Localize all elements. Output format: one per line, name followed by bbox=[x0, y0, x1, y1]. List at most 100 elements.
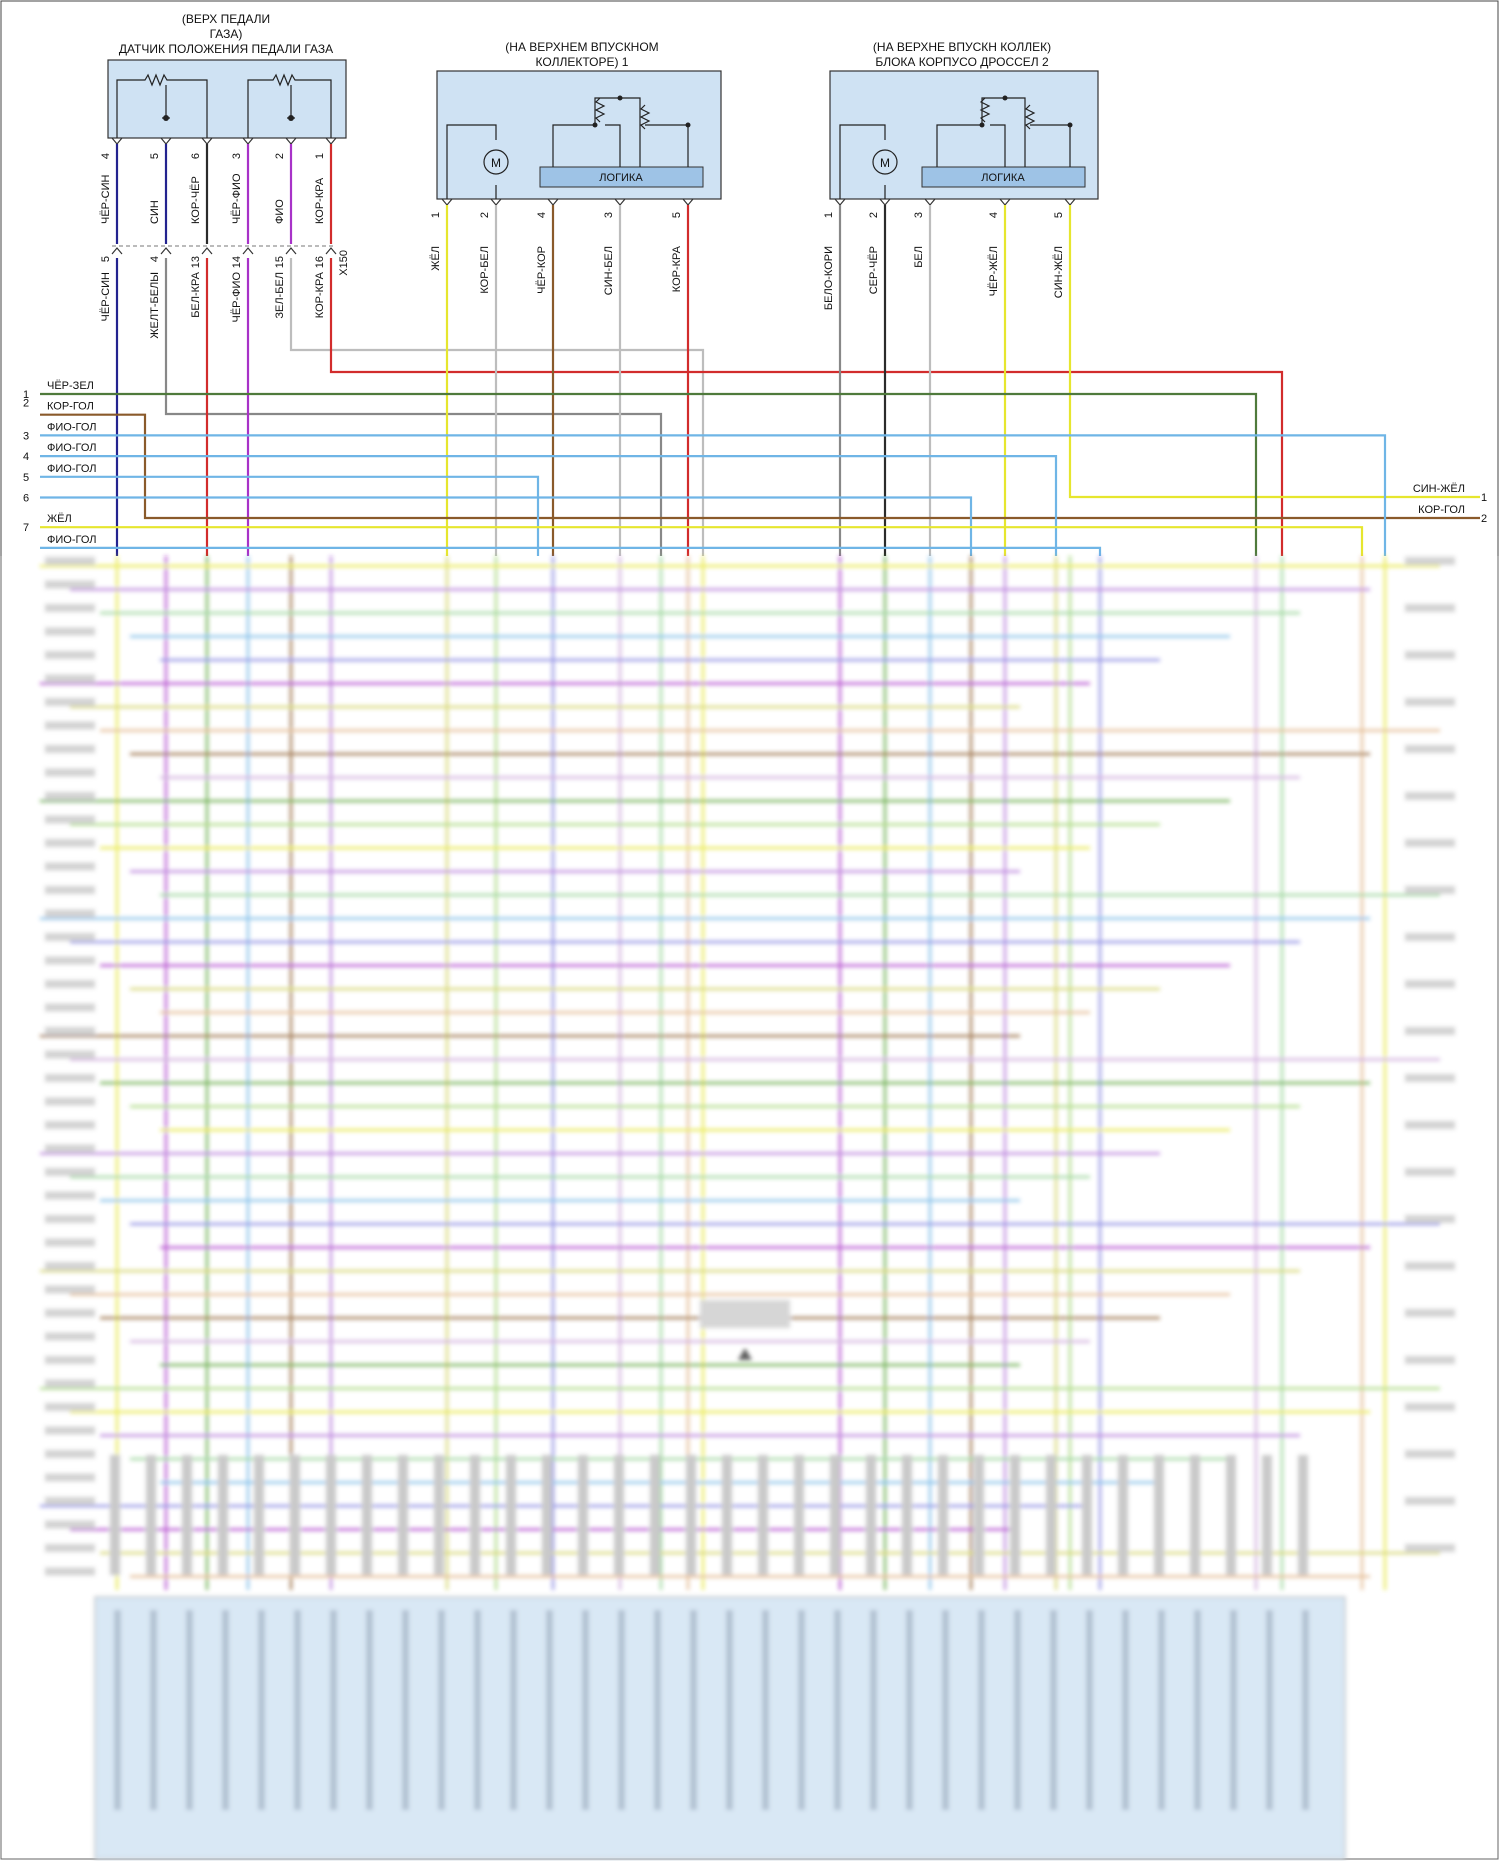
x150-pin-number: 4 bbox=[149, 256, 161, 262]
pedal-wire-label-top: ЧЁР-СИН bbox=[100, 174, 112, 224]
obscured-ecm-text bbox=[618, 1610, 625, 1810]
obscured-ecm-text bbox=[726, 1610, 733, 1810]
obscured-ecm-text bbox=[1086, 1610, 1093, 1810]
logic-label: ЛОГИКА bbox=[599, 172, 643, 184]
throttle2-pin-number: 2 bbox=[868, 212, 880, 218]
pedal-wire-label-bottom: БЕЛ-КРА bbox=[190, 271, 202, 317]
connector-x150-terminal bbox=[160, 247, 172, 255]
pedal-pins: 4ЧЁР-СИН5ЧЁР-СИН5СИН4ЖЕЛТ-БЕЛЫ6КОР-ЧЁР13… bbox=[100, 137, 350, 339]
obscured-ecm-text bbox=[798, 1610, 805, 1810]
obscured-label-block bbox=[45, 580, 95, 589]
obscured-label-block bbox=[45, 604, 95, 612]
pedal-pot-2-node bbox=[288, 115, 294, 121]
ecm-module-box bbox=[94, 1596, 1346, 1860]
obscured-label-block bbox=[1405, 980, 1455, 988]
obscured-label-block bbox=[45, 886, 95, 894]
obscured-label-block bbox=[1405, 1168, 1455, 1176]
left-connector-wire-label: ФИО-ГОЛ bbox=[47, 421, 96, 433]
pedal-wire-label-bottom: КОР-КРА bbox=[314, 271, 326, 318]
throttle1-node-3 bbox=[685, 122, 691, 128]
obscured-label-block bbox=[45, 933, 95, 941]
obscured-ecm-text bbox=[582, 1610, 589, 1810]
pedal-wire-label-bottom: ЧЁР-СИН bbox=[100, 272, 112, 322]
throttle2-wire-label: БЕЛО-КОРИ bbox=[823, 246, 835, 310]
left-connector-pin: 7 bbox=[23, 522, 29, 534]
throttle2-pin-number: 1 bbox=[823, 212, 835, 218]
obscured-pin-label bbox=[974, 1455, 984, 1575]
obscured-ecm-text bbox=[906, 1610, 913, 1810]
throttle1-wire-label: ЧЁР-КОР bbox=[536, 246, 548, 294]
x150-connector-name: X150 bbox=[338, 250, 350, 276]
left-connector-wire bbox=[40, 475, 540, 556]
obscured-pin-label bbox=[398, 1455, 408, 1575]
x150-pin-number: 16 bbox=[314, 256, 326, 268]
left-connector-wire bbox=[40, 392, 1258, 556]
motor-label: M bbox=[880, 156, 890, 170]
obscured-ecm-text bbox=[654, 1610, 661, 1810]
pedal-sensor-box bbox=[107, 59, 347, 139]
throttle2-wire-label: БЕЛ bbox=[913, 246, 925, 268]
connector-x150-terminal bbox=[111, 247, 123, 255]
obscured-label-block bbox=[45, 557, 95, 565]
obscured-pin-label bbox=[686, 1455, 696, 1575]
throttle-body-2: (НА ВЕРХНЕ ВПУСКН КОЛЛЕК) БЛОКА КОРПУСО … bbox=[823, 40, 1099, 310]
obscured-label-block bbox=[45, 721, 95, 730]
obscured-pin-label bbox=[578, 1455, 588, 1575]
pedal-wire-label-bottom: ЖЕЛТ-БЕЛЫ bbox=[149, 272, 161, 339]
obscured-pin-label bbox=[434, 1455, 444, 1575]
connector-x150-terminal bbox=[325, 247, 337, 255]
pedal-pin-number: 6 bbox=[190, 153, 202, 159]
obscured-pin-label bbox=[830, 1455, 840, 1575]
obscured-pin-label bbox=[1298, 1455, 1308, 1575]
throttle1-pin-number: 4 bbox=[536, 212, 548, 218]
obscured-ecm-text bbox=[978, 1610, 985, 1810]
throttle2-node-3 bbox=[1067, 122, 1073, 128]
pedal-wire-label-top: ЧЁР-ФИО bbox=[231, 173, 243, 224]
obscured-ecm-text bbox=[942, 1610, 949, 1810]
obscured-ecm-text bbox=[294, 1610, 301, 1810]
obscured-label-block bbox=[1405, 1121, 1455, 1129]
obscured-pin-label bbox=[614, 1455, 624, 1575]
obscured-ecm-text bbox=[258, 1610, 265, 1810]
pin-terminal bbox=[441, 198, 453, 206]
obscured-pin-label bbox=[938, 1455, 948, 1575]
obscured-label-block bbox=[45, 1356, 95, 1364]
ground-arrow-icon bbox=[738, 1348, 752, 1360]
pedal-pin-number: 3 bbox=[231, 153, 243, 159]
obscured-ecm-text bbox=[1050, 1610, 1057, 1810]
obscured-ecm-text bbox=[870, 1610, 877, 1810]
obscured-label-block bbox=[45, 1473, 95, 1482]
right-connector: СИН-ЖЁЛ 1 КОР-ГОЛ 2 bbox=[1413, 483, 1487, 525]
throttle2-wire-label: ЧЁР-ЖЁЛ bbox=[988, 246, 1000, 296]
obscured-label-block bbox=[45, 1050, 95, 1059]
throttle1-pin-number: 3 bbox=[603, 212, 615, 218]
obscured-label-block bbox=[45, 909, 95, 918]
motor-icon bbox=[483, 149, 509, 175]
left-connector-wire bbox=[40, 455, 1058, 556]
left-connector-wire bbox=[40, 546, 1102, 556]
obscured-pin-label bbox=[1154, 1455, 1164, 1575]
obscured-label-block bbox=[1405, 792, 1455, 800]
throttle1-pin-number: 5 bbox=[671, 212, 683, 218]
obscured-label-block bbox=[45, 1238, 95, 1247]
throttle2-motor-wiring bbox=[839, 124, 886, 199]
right-connector-pin: 2 bbox=[1481, 513, 1487, 525]
throttle1-wire-label: КОР-КРА bbox=[671, 245, 683, 292]
obscured-pin-label bbox=[650, 1455, 660, 1575]
logic-label: ЛОГИКА bbox=[981, 172, 1025, 184]
throttle2-wire-label: СИН-ЖЁЛ bbox=[1053, 246, 1065, 298]
throttle2-node-2 bbox=[1002, 95, 1008, 101]
obscured-pin-label bbox=[542, 1455, 552, 1575]
obscured-ecm-text bbox=[330, 1610, 337, 1810]
obscured-pin-label bbox=[110, 1455, 120, 1575]
obscured-label-block bbox=[45, 956, 95, 965]
throttle1-pin-number: 2 bbox=[479, 212, 491, 218]
obscured-pin-label bbox=[794, 1455, 804, 1575]
pin-terminal bbox=[834, 198, 846, 206]
obscured-ecm-text bbox=[1158, 1610, 1165, 1810]
pedal-heading-2: ГАЗА) bbox=[210, 27, 243, 41]
x150-pin-number: 5 bbox=[100, 256, 112, 262]
obscured-label-block bbox=[45, 1262, 95, 1270]
pin-terminal bbox=[285, 137, 297, 145]
obscured-pin-label bbox=[1082, 1455, 1092, 1575]
